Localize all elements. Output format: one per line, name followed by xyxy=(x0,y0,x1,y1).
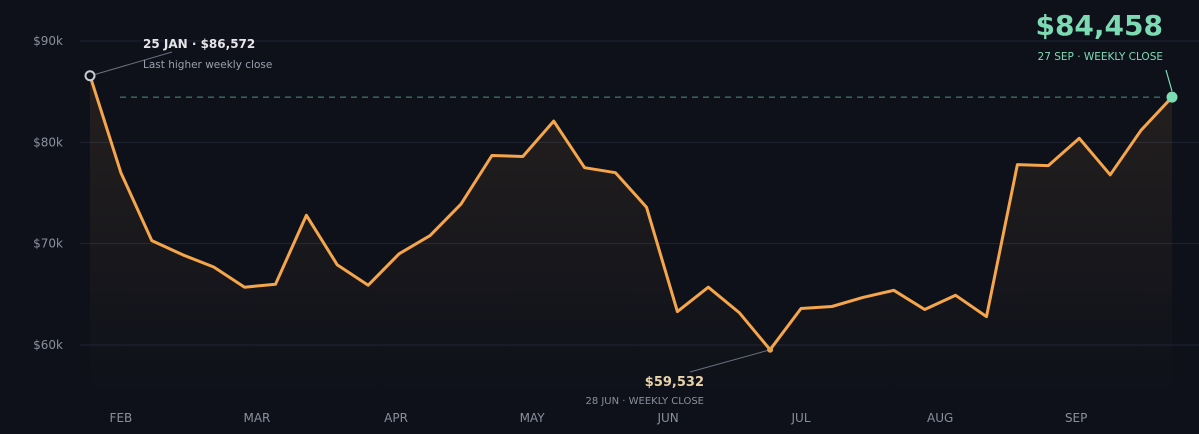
y-tick-label: $70k xyxy=(33,237,63,251)
x-tick-label: FEB xyxy=(110,411,133,425)
x-tick-label: SEP xyxy=(1065,411,1087,425)
start-annotation-leader xyxy=(93,51,173,76)
x-axis-ticks: FEB MAR APR MAY JUN JUL AUG SEP xyxy=(110,411,1088,425)
low-annotation-leader xyxy=(689,349,771,373)
last-annotation-leader xyxy=(1165,69,1173,92)
start-annotation-title: 25 JAN · $86,572 xyxy=(143,37,255,51)
start-annotation-subtitle: Last higher weekly close xyxy=(143,59,272,71)
y-tick-label: $60k xyxy=(33,338,63,352)
low-point-marker xyxy=(767,346,774,353)
x-tick-label: JUL xyxy=(791,411,811,425)
x-tick-label: JUN xyxy=(656,411,678,425)
last-close-value: $84,458 xyxy=(1035,9,1163,42)
x-tick-label: MAR xyxy=(243,411,270,425)
low-annotation-subtitle: 28 JUN · WEEKLY CLOSE xyxy=(585,396,704,407)
y-axis-ticks: $60k $70k $80k $90k xyxy=(33,34,63,352)
last-close-subtitle: 27 SEP · WEEKLY CLOSE xyxy=(1038,51,1163,63)
y-tick-label: $80k xyxy=(33,135,63,149)
last-point-marker xyxy=(1166,91,1178,103)
x-tick-label: APR xyxy=(384,411,408,425)
area-fill xyxy=(90,75,1172,395)
x-tick-label: MAY xyxy=(520,411,546,425)
y-tick-label: $90k xyxy=(33,34,63,48)
low-annotation-value: $59,532 xyxy=(645,375,704,390)
start-point-marker xyxy=(84,70,96,82)
x-tick-label: AUG xyxy=(927,411,953,425)
price-series-line xyxy=(88,74,1174,352)
